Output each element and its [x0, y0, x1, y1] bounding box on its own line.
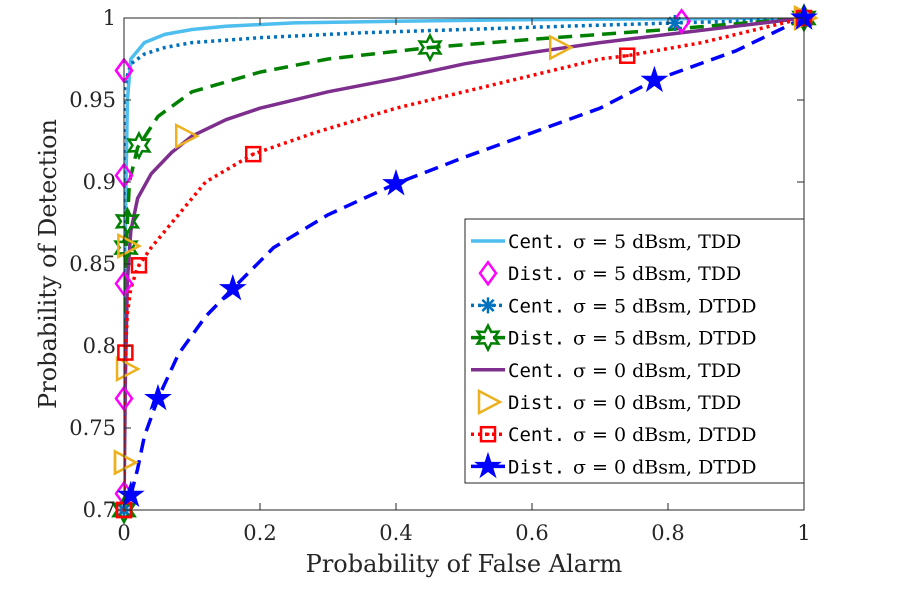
legend-marker: [474, 451, 502, 479]
x-tick-label: 0.2: [243, 521, 276, 545]
series-8-marker: [382, 169, 410, 196]
legend-box: [464, 218, 805, 484]
x-axis: 0 0.2 0.4 0.6 0.8 1: [117, 18, 811, 545]
legend-entry: Cent. σ = 5 dBsm, TDD: [471, 231, 741, 253]
legend-marker: [475, 322, 501, 353]
series-8-marker: [640, 65, 669, 93]
series-7-marker: [618, 47, 636, 64]
x-tick-label: 1: [797, 521, 810, 545]
legend-param: σ = 0 dBsm, TDD: [573, 392, 741, 414]
legend-scheme: Cent.: [508, 231, 565, 253]
legend-scheme: Cent.: [508, 360, 565, 382]
series-4-marker: [417, 32, 443, 63]
legend-marker: [480, 297, 496, 314]
legend-entry: Dist. σ = 5 dBsm, TDD: [478, 260, 741, 287]
legend-scheme: Dist.: [508, 456, 565, 478]
series-3-marker: [666, 14, 683, 31]
x-tick-label: 0.4: [379, 521, 412, 545]
x-tick-label: 0.6: [515, 521, 548, 545]
y-axis-label: Probability of Detection: [34, 119, 62, 409]
legend-entry: Cent. σ = 0 dBsm, DTDD: [471, 424, 756, 446]
legend-param: σ = 5 dBsm, TDD: [573, 231, 741, 253]
legend-param: σ = 0 dBsm, TDD: [573, 360, 741, 382]
series-4-marker: [126, 130, 152, 161]
legend-param: σ = 5 dBsm, DTDD: [573, 328, 756, 350]
legend: Cent. σ = 5 dBsm, TDD Dist. σ = 5 dBsm, TDD…: [464, 218, 805, 484]
series-7-marker: [244, 145, 262, 163]
legend-param: σ = 5 dBsm, DTDD: [573, 295, 756, 317]
series-6-marker: [548, 34, 574, 61]
series-6-marker: [174, 123, 200, 150]
series-4-line: [124, 18, 804, 510]
y-tick-label: 1: [103, 6, 116, 30]
legend-entry: Dist. σ = 5 dBsm, DTDD: [471, 322, 756, 353]
series-4-marker: [113, 232, 139, 263]
y-tick-label: 0.95: [69, 88, 116, 112]
legend-marker: [479, 425, 497, 443]
legend-scheme: Dist.: [508, 392, 565, 414]
legend-scheme: Cent.: [508, 295, 565, 317]
series-3-line: [124, 18, 804, 510]
legend-entry: Dist. σ = 0 dBsm, TDD: [477, 388, 741, 416]
legend-scheme: Dist.: [508, 263, 565, 285]
y-axis: 0.7 0.75 0.8 0.85 0.9 0.95 1: [69, 6, 804, 522]
series-4-marker: [114, 206, 141, 237]
y-tick-label: 0.9: [83, 170, 116, 194]
legend-entry: Cent. σ = 5 dBsm, DTDD: [471, 295, 756, 317]
legend-scheme: Cent.: [508, 424, 565, 446]
series-5-line: [124, 18, 804, 510]
series-6-marker: [117, 232, 143, 260]
legend-param: σ = 0 dBsm, DTDD: [573, 456, 756, 478]
series-8-marker: [144, 383, 172, 411]
legend-param: σ = 5 dBsm, TDD: [573, 263, 741, 285]
series-6-marker: [113, 449, 139, 476]
series-7-marker: [130, 257, 148, 274]
y-tick-label: 0.85: [69, 252, 116, 276]
legend-marker: [477, 388, 503, 416]
series-6-marker: [115, 355, 141, 383]
x-tick-label: 0.8: [651, 521, 684, 545]
legend-marker: [478, 260, 498, 287]
series-7-line: [124, 18, 804, 510]
y-tick-label: 0.8: [83, 334, 116, 358]
y-tick-label: 0.75: [69, 416, 116, 440]
series-4-marker: [111, 495, 137, 525]
x-axis-label: Probability of False Alarm: [306, 550, 623, 578]
y-tick-label: 0.7: [83, 498, 116, 522]
legend-entry: Dist. σ = 0 dBsm, DTDD: [471, 451, 756, 479]
series-8-marker: [116, 480, 145, 508]
legend-scheme: Dist.: [508, 328, 565, 350]
series-8-marker: [218, 273, 247, 301]
legend-entry: Cent. σ = 0 dBsm, TDD: [471, 360, 741, 382]
x-tick-label: 0: [117, 521, 130, 545]
legend-param: σ = 0 dBsm, DTDD: [573, 424, 756, 446]
